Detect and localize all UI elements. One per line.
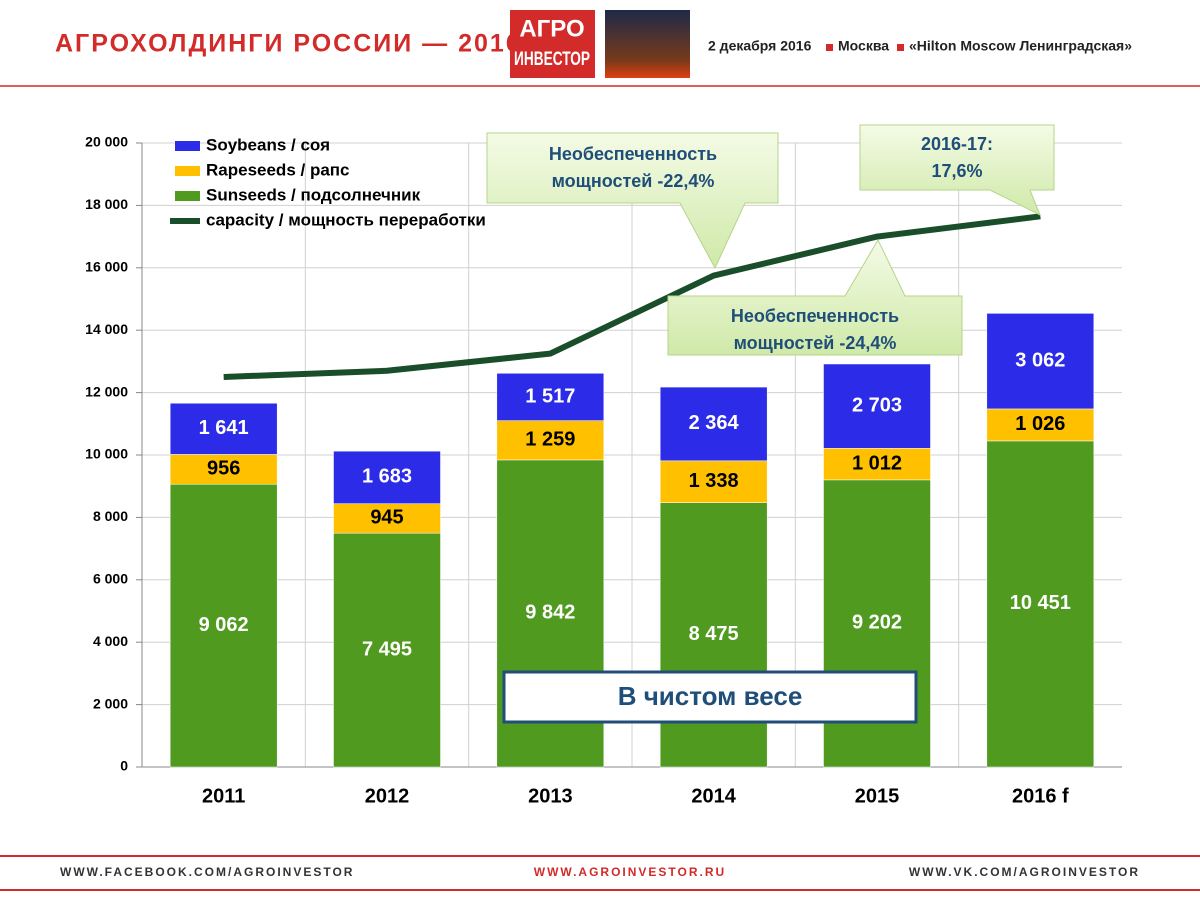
x-tick-label: 2012 — [365, 785, 410, 807]
value-label: 10 451 — [1010, 592, 1071, 614]
y-tick-label: 2 000 — [93, 695, 128, 711]
footer-left: WWW.FACEBOOK.COM/AGROINVESTOR — [60, 865, 354, 879]
bar-segment — [333, 450, 441, 504]
x-tick-label: 2013 — [528, 785, 573, 807]
value-label: 1 683 — [362, 466, 412, 488]
value-label: 9 062 — [199, 614, 249, 636]
value-label: 2 703 — [852, 394, 902, 416]
logo-image — [605, 10, 690, 78]
legend-swatch — [175, 166, 200, 176]
annotation: 2016-17: — [921, 134, 993, 154]
bar-segment — [333, 503, 441, 534]
bar-segment — [169, 454, 278, 485]
legend-label: capacity / мощность переработки — [206, 210, 486, 229]
y-tick-label: 20 000 — [85, 134, 128, 150]
annotation: мощностей -22,4% — [552, 171, 715, 191]
value-label: 945 — [370, 507, 403, 529]
value-label: 1 338 — [689, 470, 739, 492]
header-title: АГРОХОЛДИНГИ РОССИИ — 2016 — [55, 30, 522, 58]
annotation: 17,6% — [931, 161, 982, 181]
value-label: 1 517 — [525, 385, 575, 407]
legend-label: Rapeseeds / рапс — [206, 160, 350, 179]
logo — [510, 10, 595, 78]
bullet — [897, 44, 904, 51]
x-tick-label: 2011 — [202, 785, 245, 807]
logo-bottom: ИНВЕСТОР — [514, 49, 590, 70]
y-tick-label: 0 — [120, 758, 128, 774]
annotation: Необеспеченность — [731, 306, 899, 326]
logo-top: АГРО — [519, 15, 584, 42]
value-label: 7 495 — [362, 638, 412, 660]
footer-center: WWW.AGROINVESTOR.RU — [534, 865, 726, 879]
value-label: 1 012 — [852, 452, 902, 474]
annotation: Необеспеченность — [549, 144, 717, 164]
y-tick-label: 18 000 — [85, 196, 128, 212]
bar-segment — [333, 532, 441, 768]
bar-segment — [986, 408, 1095, 442]
annotations — [486, 124, 1055, 724]
x-tick-label: 2015 — [855, 785, 900, 807]
legend-swatch — [175, 191, 200, 201]
value-label: 1 026 — [1015, 413, 1065, 435]
value-label: 2 364 — [689, 412, 740, 434]
y-tick-label: 14 000 — [85, 321, 128, 337]
legend-swatch — [175, 141, 200, 151]
y-tick-label: 8 000 — [93, 508, 128, 524]
value-label: 1 641 — [199, 417, 249, 439]
bar-segment — [659, 386, 768, 462]
header-venue: «Hilton Moscow Ленинградская» — [909, 38, 1132, 54]
bar-segment — [659, 460, 768, 503]
value-label: 8 475 — [689, 623, 739, 645]
legend-label: Sunseeds / подсолнечник — [206, 185, 421, 204]
bar-segment — [986, 313, 1095, 410]
header-date: 2 декабря 2016 — [708, 38, 812, 54]
value-label: 9 842 — [525, 602, 575, 624]
bar-segment — [169, 484, 278, 768]
annotation: В чистом весе — [618, 681, 803, 711]
y-tick-label: 4 000 — [93, 633, 128, 649]
value-label: 3 062 — [1015, 349, 1065, 371]
footer-right: WWW.VK.COM/AGROINVESTOR — [909, 865, 1140, 879]
y-tick-label: 6 000 — [93, 571, 128, 587]
y-tick-label: 10 000 — [85, 446, 128, 462]
x-tick-label: 2016 f — [1012, 785, 1069, 807]
callout — [486, 132, 779, 270]
annotation: мощностей -24,4% — [734, 333, 897, 353]
bar-segment — [169, 402, 278, 455]
y-tick-label: 16 000 — [85, 259, 128, 275]
note-box — [502, 670, 918, 724]
callout — [667, 238, 963, 356]
bullet — [826, 44, 833, 51]
bar-segment — [823, 363, 931, 449]
y-tick-label: 12 000 — [85, 383, 128, 399]
value-label: 9 202 — [852, 612, 902, 634]
header-city: Москва — [838, 38, 889, 54]
legend-label: Soybeans / соя — [206, 135, 330, 154]
bar-segment — [986, 440, 1095, 768]
bar-segment — [496, 373, 605, 421]
value-label: 956 — [207, 458, 240, 480]
bar-segment — [496, 420, 605, 461]
capacity-line — [223, 213, 1041, 380]
callout — [859, 124, 1055, 217]
x-tick-label: 2014 — [691, 785, 736, 807]
value-label: 1 259 — [525, 429, 575, 451]
